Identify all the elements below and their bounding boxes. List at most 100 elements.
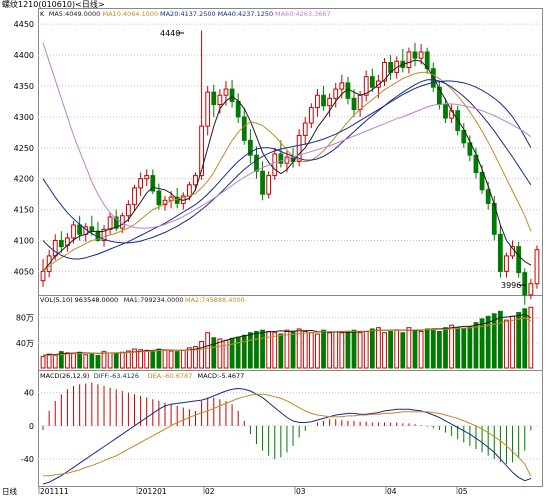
volume-bar [211, 337, 217, 369]
volume-bar [113, 353, 119, 369]
candle-body [223, 88, 229, 96]
candle-body [430, 68, 436, 88]
candle-body [126, 204, 131, 217]
volume-bar [168, 350, 174, 369]
candle [522, 268, 528, 305]
volume-bar [473, 322, 479, 369]
volume-bar [437, 330, 442, 369]
candle [150, 169, 156, 195]
candle-body [235, 100, 241, 118]
candle [272, 147, 278, 180]
volume-bar [254, 330, 259, 369]
x-tick-label: 03 [296, 487, 306, 496]
legend-item: DEA:-60.6787 [148, 372, 193, 380]
candle-body [58, 239, 64, 248]
price-tick-label: 4100 [14, 236, 34, 245]
candle-body [247, 139, 253, 156]
volume-bar [382, 332, 387, 369]
legend-item: MA10:4064.1000 [103, 10, 159, 18]
candle-body [296, 134, 302, 162]
x-axis: 日线 201111 201201 02 03 04 05 [2, 486, 468, 496]
candle [412, 42, 418, 67]
candle-body [52, 239, 58, 257]
volume-bar [187, 347, 192, 369]
candle-body [321, 94, 326, 107]
volume-bar [504, 319, 509, 369]
candle-body [187, 184, 192, 197]
volume-bar [205, 332, 211, 369]
volume-bar [217, 338, 223, 369]
candle-body [315, 94, 320, 109]
volume-bar [363, 330, 369, 369]
candle [278, 140, 284, 168]
volume-bar [107, 352, 113, 369]
price-tick-label: 4250 [14, 144, 34, 153]
volume-bar [497, 310, 503, 369]
candle [443, 98, 448, 124]
candle [504, 252, 509, 278]
x-tick-label: 201111 [40, 487, 69, 496]
volume-bar [388, 330, 394, 369]
candle [211, 84, 217, 117]
volume-bar [83, 354, 89, 369]
candle-body [156, 190, 162, 206]
volume-bar [65, 352, 70, 369]
macd-legend: MACD(26,12,9) DIFF:-63.4126 DEA:-60.6787 MA… [40, 372, 244, 380]
moving-average-lines [42, 42, 532, 272]
volume-bar [162, 349, 168, 369]
candle-body [406, 51, 412, 68]
candle-body [266, 175, 272, 195]
volume-bar [461, 328, 467, 369]
volume-bar [467, 325, 473, 369]
volume-bar [46, 353, 52, 369]
candle [369, 68, 375, 93]
candle-body [504, 255, 509, 272]
volume-bar [369, 328, 375, 369]
volume-tick-label: 80万 [16, 314, 34, 323]
candle-body [254, 154, 259, 172]
volume-bar [278, 333, 284, 369]
volume-bar [327, 332, 333, 369]
candle [497, 225, 503, 278]
candle-body [534, 249, 540, 285]
volume-bar [223, 339, 229, 369]
candle-body [369, 76, 375, 88]
legend-item: MA20:4137.2500 [160, 10, 216, 18]
volume-bar [260, 329, 265, 369]
volume-bar [430, 329, 436, 369]
candle-body [168, 196, 174, 201]
candle-body [193, 175, 198, 186]
volume-bar [479, 318, 485, 369]
candle-body [339, 82, 345, 90]
candle-body [351, 97, 357, 110]
volume-bar [424, 328, 430, 369]
candle-body [71, 224, 76, 239]
legend-item: K [40, 10, 45, 18]
volume-bar [376, 327, 381, 369]
volume-bar [150, 351, 156, 369]
candle-body [516, 246, 522, 274]
candle-body [77, 224, 83, 235]
candle [107, 212, 113, 235]
x-tick-label: 201201 [138, 487, 167, 496]
volume-bar [180, 349, 186, 369]
candle-body [144, 175, 150, 180]
candle [315, 89, 320, 117]
volume-bar [400, 332, 406, 369]
volume-bar [302, 330, 308, 369]
volume-bar [296, 328, 302, 369]
volume-ma-lines [42, 313, 532, 357]
candle [467, 135, 473, 162]
volume-bar [491, 313, 497, 369]
candle-body [150, 175, 156, 192]
candle [424, 47, 430, 74]
volume-bar [95, 354, 101, 369]
candle [58, 231, 64, 253]
volume-bar [516, 312, 522, 369]
candle-body [101, 228, 107, 241]
volume-bar [394, 329, 400, 369]
candle [138, 172, 144, 196]
legend-item: MA1:799234.0000 [124, 296, 184, 304]
candle [101, 225, 107, 247]
